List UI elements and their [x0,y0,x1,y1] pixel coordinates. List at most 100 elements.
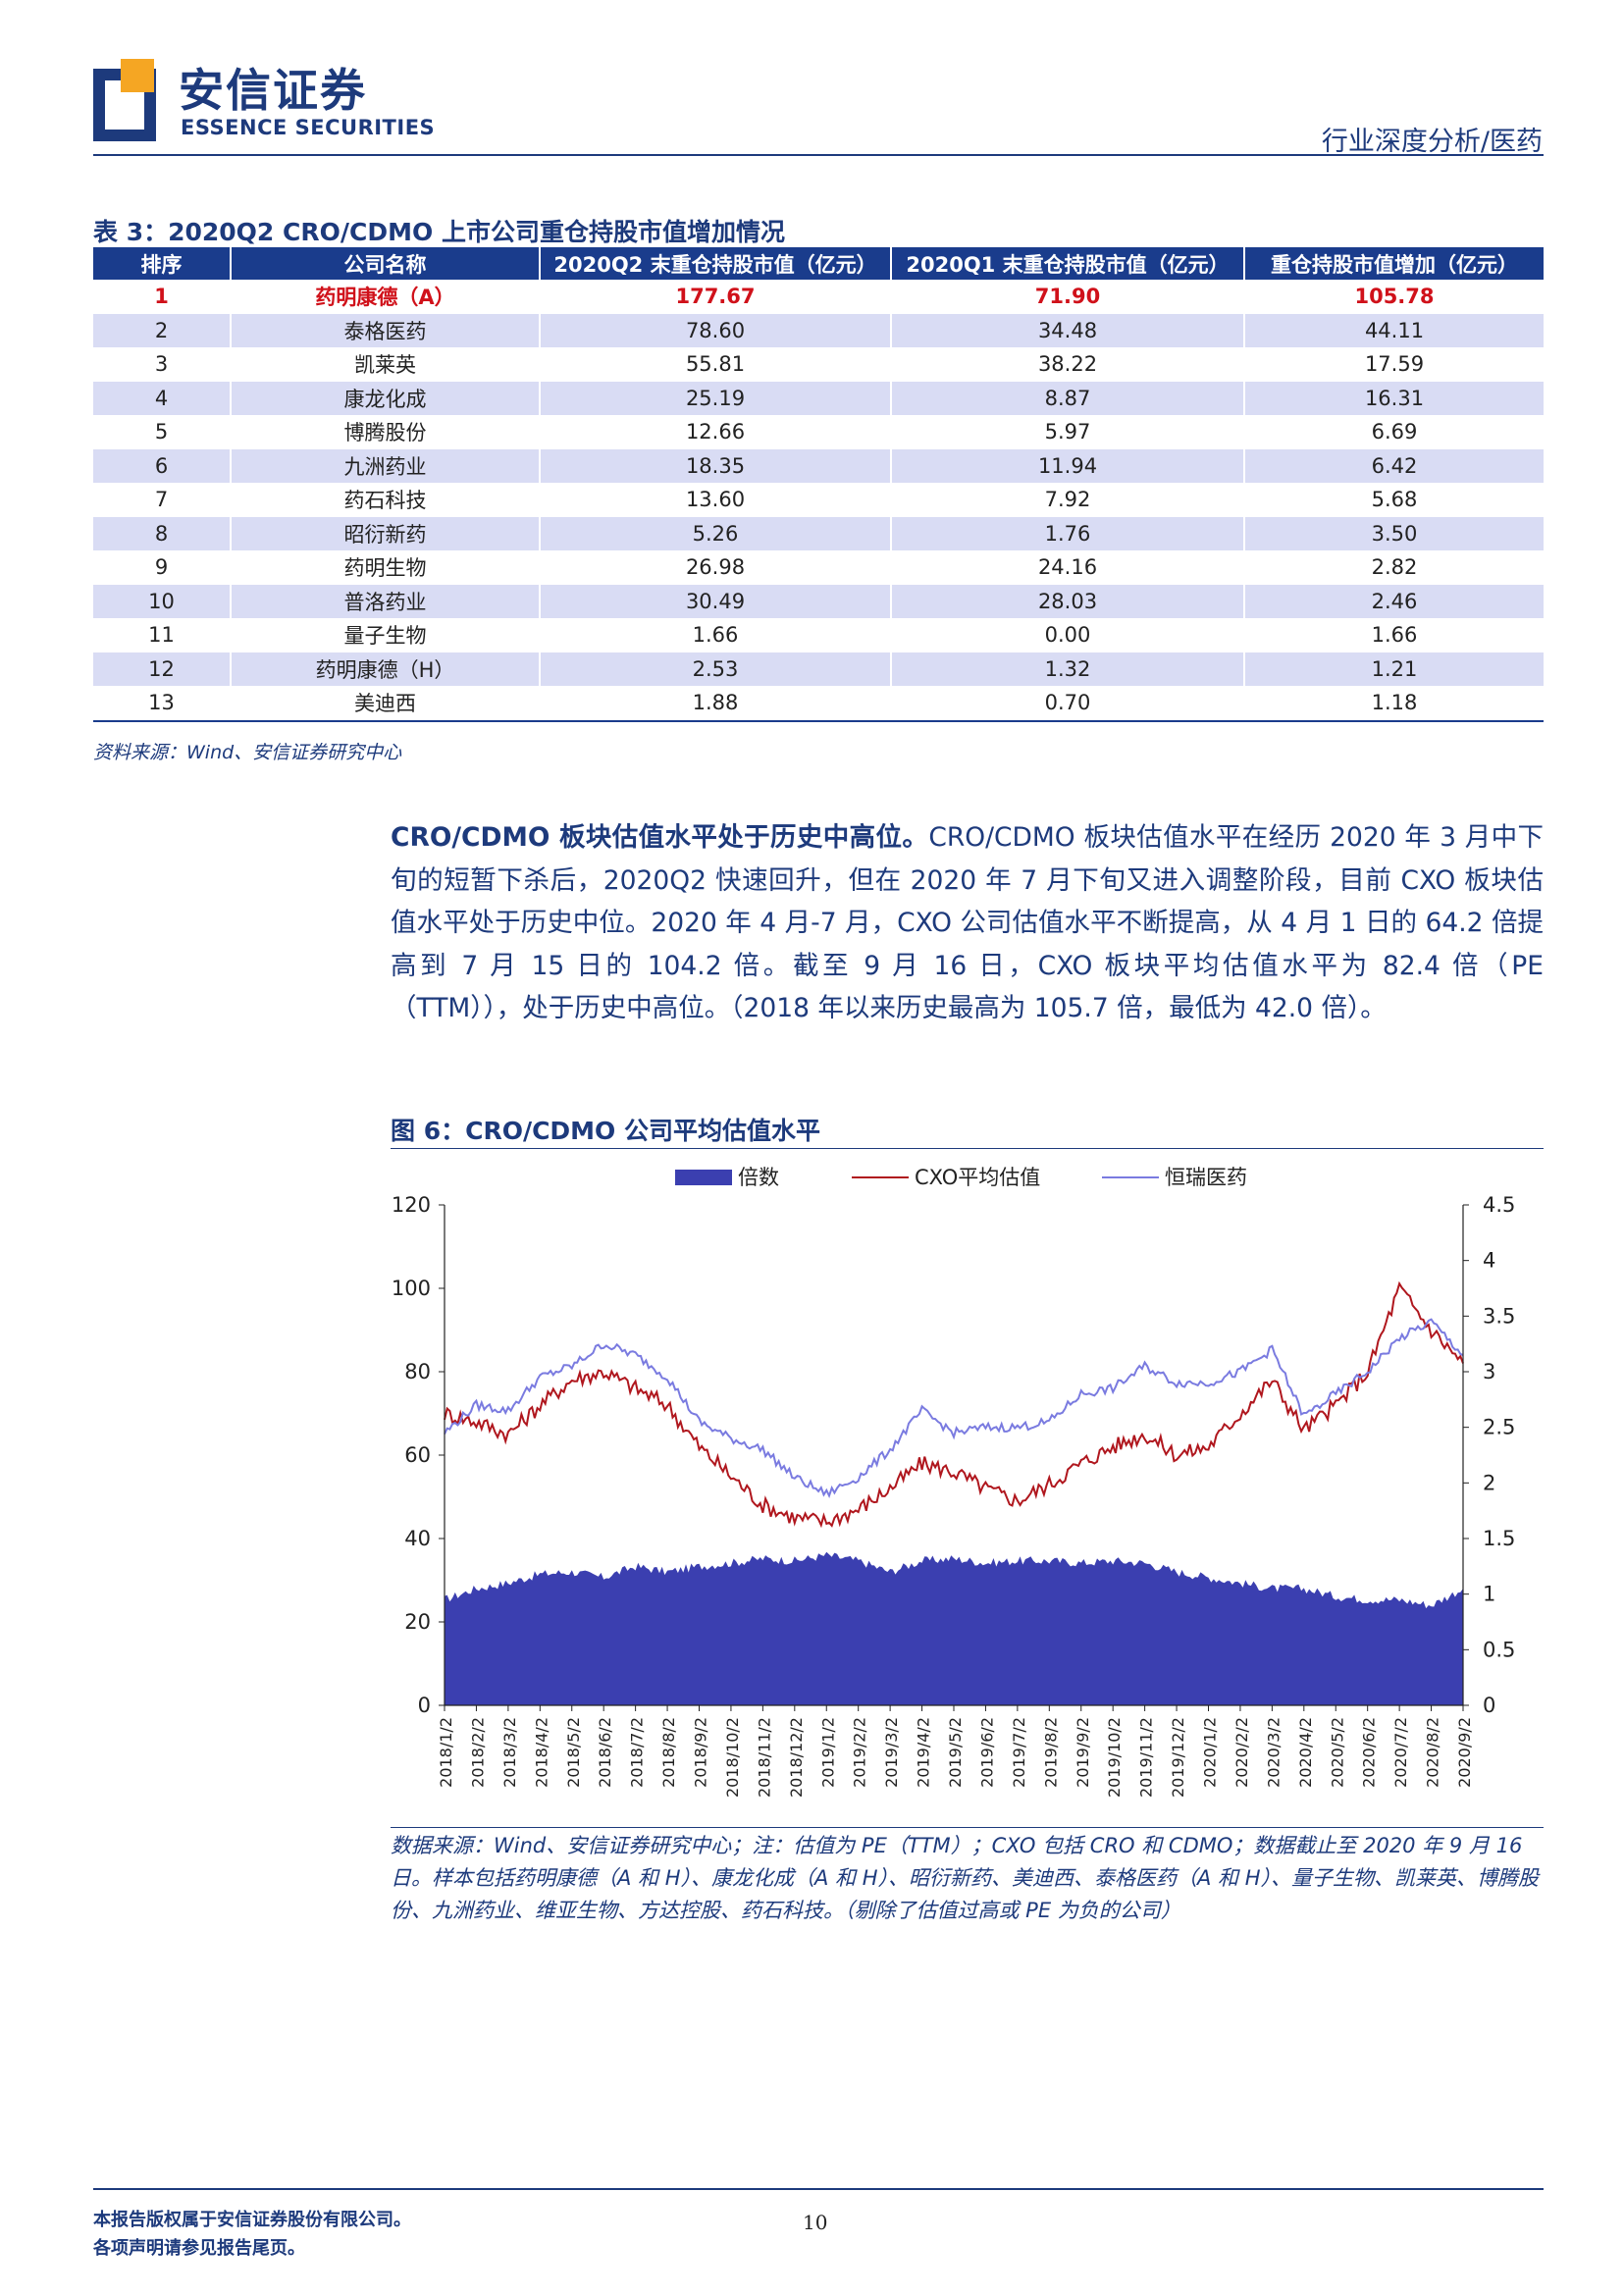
table-cell: 34.48 [891,313,1245,347]
table-cell: 2 [93,313,232,347]
table-cell: 71.90 [891,280,1245,314]
table-cell: 5.68 [1371,488,1418,512]
x-tick-label: 2018/11/2 [755,1717,773,1798]
column-header: 排序 [93,247,232,280]
header-divider [93,154,1544,156]
table-cell: 2.82 [1371,555,1418,580]
valuation-chart: 倍数 CXO平均估值 恒瑞医药 0 20 40 60 80 100 120 0 0.5 1 1.5 2 2.… [392,1166,1516,1798]
table-cell: 1.32 [891,652,1245,686]
x-tick-label: 2018/5/2 [564,1717,583,1788]
table-cell: 6.69 [1371,420,1418,444]
table-cell: 105.78 [1354,285,1435,309]
column-header: 公司名称 [231,247,541,280]
table-cell: 6 [93,448,232,483]
table-cell: 18.35 [540,448,892,483]
x-tick-label: 2018/10/2 [723,1717,742,1798]
table-row: 8 昭衍新药 5.26 1.76 3.50 [93,516,1544,550]
x-tick-label: 2018/7/2 [628,1717,647,1788]
chart-axes: 0 20 40 60 80 100 120 0 0.5 1 1.5 2 2.5 3 3.5 4 4.5 2018/… [392,1193,1516,1798]
legend-label: 倍数 [738,1166,779,1189]
figure-note: 数据来源：Wind、安信证券研究中心；注：估值为 PE（TTM）；CXO 包括 … [391,1834,1540,1922]
table-cell: 1 [93,280,232,314]
table-cell: 12 [93,652,232,686]
table-row: 6 九洲药业 18.35 11.94 6.42 [93,448,1544,483]
copyright-notice: 本报告版权属于安信证券股份有限公司。 [93,2210,411,2230]
x-tick-label: 2020/6/2 [1360,1717,1379,1788]
y-right-tick-label: 0 [1483,1694,1495,1717]
table-caption: 表 3：2020Q2 CRO/CDMO 上市公司重仓持股市值增加情况 [93,218,785,246]
figure-caption: 图 6：CRO/CDMO 公司平均估值水平 [391,1117,821,1145]
chart-legend: 倍数 CXO平均估值 恒瑞医药 [675,1166,1247,1189]
paragraph-lead: CRO/CDMO 板块估值水平处于历史中高位。 [391,822,929,853]
table-cell: 0.00 [891,618,1245,652]
table-cell: 药石科技 [231,483,541,517]
table-cell: 3.50 [1244,516,1544,550]
x-tick-label: 2020/4/2 [1296,1717,1315,1788]
x-tick-label: 2018/8/2 [659,1717,678,1788]
table-cell: 量子生物 [231,618,541,652]
y-left-tick-label: 40 [404,1527,431,1550]
table-cell: 1.88 [540,686,892,722]
table-cell: 11.94 [891,448,1245,483]
table-cell: 0.70 [891,686,1245,722]
x-tick-label: 2020/3/2 [1264,1717,1283,1788]
x-tick-label: 2019/8/2 [1041,1717,1060,1788]
table-row: 12 药明康德（H） 2.53 1.32 1.21 [93,652,1544,686]
series-line-1 [444,1280,1464,1529]
table-cell: 博腾股份 [231,415,541,449]
table-row: 10 普洛药业 30.49 28.03 2.46 [93,584,1544,618]
x-tick-label: 2019/2/2 [851,1717,869,1788]
table-cell: 昭衍新药 [231,516,541,550]
column-header: 2020Q1 末重仓持股市值（亿元） [891,247,1245,280]
x-tick-label: 2020/8/2 [1424,1717,1442,1788]
x-tick-label: 2018/4/2 [532,1717,550,1788]
table-cell: 泰格医药 [231,313,541,347]
table-cell: 1.66 [1371,623,1418,648]
x-tick-label: 2019/7/2 [1010,1717,1028,1788]
y-right-tick-label: 0.5 [1483,1638,1515,1661]
x-tick-label: 2019/3/2 [882,1717,901,1788]
table-cell: 12.66 [540,415,892,449]
y-right-tick-label: 2 [1483,1471,1495,1494]
y-right-tick-label: 3 [1483,1360,1495,1383]
table-cell: 28.03 [891,584,1245,618]
table-row: 7 药石科技 13.60 7.92 5.68 [93,483,1544,517]
figure-divider-bottom [391,1827,1544,1828]
table-cell: 8.87 [891,381,1245,415]
y-right-tick-label: 1 [1483,1583,1495,1606]
x-tick-label: 2019/5/2 [946,1717,965,1788]
table-cell: 康龙化成 [231,381,541,415]
table-row: 11 量子生物 1.66 0.00 1.66 [93,618,1544,652]
table-cell: 2.53 [540,652,892,686]
table-row: 4 康龙化成 25.19 8.87 16.31 [93,381,1544,415]
table-cell: 8 [93,516,232,550]
table-cell: 9 [93,550,232,585]
table-cell: 16.31 [1244,381,1544,415]
table-cell: 药明康德（A） [231,280,541,314]
table-cell: 5 [93,415,232,449]
y-left-tick-label: 80 [404,1360,431,1383]
table-cell: 24.16 [891,550,1245,585]
table-cell: 13.60 [540,483,892,517]
legend-swatch-area [675,1170,732,1185]
x-tick-label: 2020/1/2 [1201,1717,1220,1788]
series-line-2 [444,1318,1464,1499]
table-cell: 13 [93,686,232,722]
table-cell: 10 [93,584,232,618]
table-row: 2 泰格医药 78.60 34.48 44.11 [93,313,1544,347]
table-cell: 1.21 [1244,652,1544,686]
x-tick-label: 2019/6/2 [977,1717,996,1788]
table-cell: 5.26 [540,516,892,550]
table-cell: 普洛药业 [231,584,541,618]
table-cell: 7.92 [891,483,1245,517]
holdings-table: 排序 公司名称 2020Q2 末重仓持股市值（亿元） 2020Q1 末重仓持股市… [93,247,1544,722]
y-left-tick-label: 20 [404,1610,431,1634]
table-cell: 1.18 [1244,686,1544,722]
y-right-tick-label: 3.5 [1483,1304,1515,1328]
table-cell: 3 [93,347,232,382]
page-number: 10 [803,2211,828,2234]
y-left-tick-label: 0 [418,1694,431,1717]
x-tick-label: 2020/5/2 [1328,1717,1346,1788]
table-cell: 7 [93,483,232,517]
table-cell: 30.49 [540,584,892,618]
